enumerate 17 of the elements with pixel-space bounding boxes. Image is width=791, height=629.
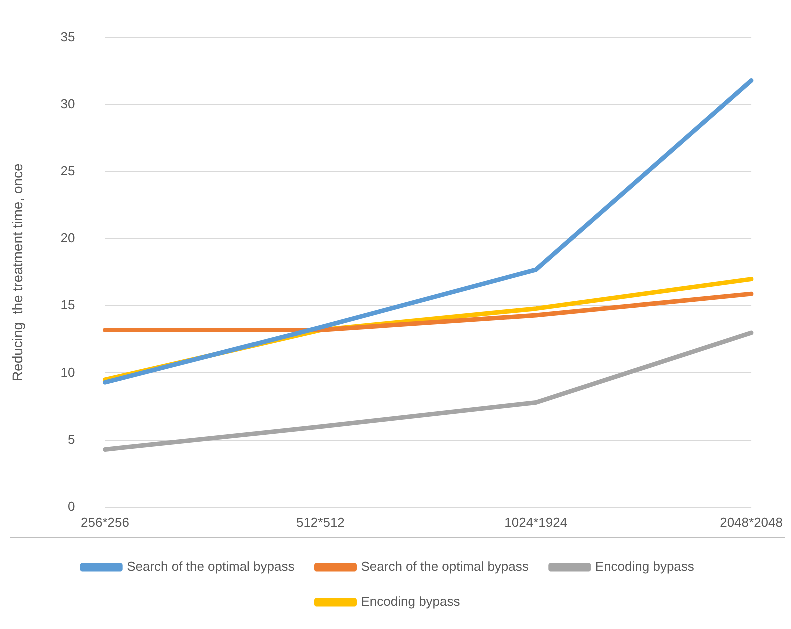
- x-tick-label: 512*512: [296, 514, 345, 530]
- y-tick-label: 20: [60, 230, 76, 246]
- x-tick-label: 2048*2048: [720, 514, 784, 530]
- y-axis-title: Reducing the treatment time, once: [9, 163, 26, 382]
- legend-label: Encoding bypass: [595, 559, 695, 574]
- legend-label: Search of the optimal bypass: [127, 559, 296, 574]
- x-tick-label: 256*256: [81, 514, 130, 530]
- y-tick-label: 10: [60, 364, 76, 380]
- y-tick-label: 5: [68, 432, 76, 447]
- y-tick-label: 30: [60, 96, 76, 112]
- x-tick-label: 1024*1924: [504, 514, 568, 530]
- legend-label: Encoding bypass: [361, 594, 461, 610]
- y-tick-label: 35: [60, 29, 76, 44]
- y-tick-label: 25: [60, 164, 76, 179]
- legend-label: Search of the optimal bypass: [361, 559, 530, 574]
- y-tick-label: 0: [68, 498, 76, 514]
- y-tick-label: 15: [60, 298, 76, 313]
